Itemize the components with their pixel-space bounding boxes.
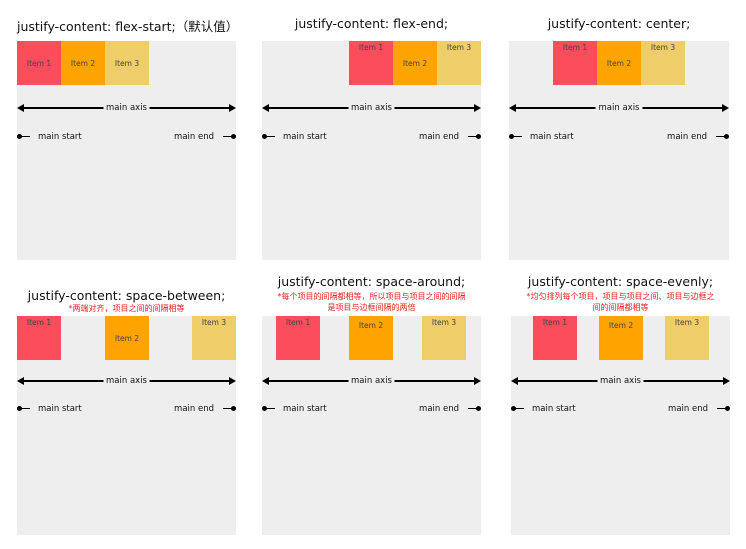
item-1: Item 1 (276, 316, 320, 360)
item-1: Item 1 (553, 41, 597, 85)
main-end-label: main end (174, 403, 214, 414)
main-start-tick (513, 136, 522, 138)
panel-title: justify-content: center; (547, 16, 691, 31)
panel-title: justify-content: space-around; (277, 274, 466, 289)
main-end-tick (468, 136, 477, 138)
arrow-left-icon (509, 104, 516, 112)
main-start-label: main start (38, 131, 82, 142)
main-start-dot-icon (509, 134, 514, 139)
arrow-left-icon (511, 377, 518, 385)
main-start-dot-icon (262, 134, 267, 139)
item-3: Item 3 (192, 316, 236, 360)
panel-space-around: justify-content: space-around; *每个项目的间隔都… (262, 274, 481, 535)
panel-flex-start: justify-content: flex-start;（默认值） Item 1… (17, 16, 239, 260)
main-end-label: main end (668, 403, 708, 414)
main-start-label: main start (283, 131, 327, 142)
item-2: Item 2 (105, 316, 149, 360)
main-end-dot-icon (476, 134, 481, 139)
item-2: Item 2 (597, 41, 641, 85)
arrow-right-icon (723, 377, 730, 385)
item-2: Item 2 (61, 41, 105, 85)
flex-container: Item 1 Item 2 Item 3 main axis main star… (262, 316, 481, 535)
main-start-label: main start (38, 403, 82, 414)
main-axis-label: main axis (595, 103, 643, 113)
main-axis-label: main axis (348, 376, 395, 386)
main-end-dot-icon (724, 134, 729, 139)
main-start-tick (266, 408, 275, 410)
item-1: Item 1 (349, 41, 393, 85)
main-axis: main axis (511, 376, 730, 386)
item-3: Item 3 (105, 41, 149, 85)
item-2: Item 2 (393, 41, 437, 85)
arrow-left-icon (262, 104, 269, 112)
main-end-tick (468, 408, 477, 410)
flex-container: Item 1 Item 2 Item 3 main axis main star… (509, 41, 729, 260)
main-start-dot-icon (511, 406, 516, 411)
flex-container: Item 1 Item 2 Item 3 main axis main star… (262, 41, 481, 260)
item-2: Item 2 (349, 316, 393, 360)
panel-note: *每个项目的间隔都相等，所以项目与项目之间的间隔是项目与边框间隔的两倍 (277, 292, 466, 312)
main-end-label: main end (667, 131, 707, 142)
main-start-tick (21, 136, 30, 138)
item-3: Item 3 (422, 316, 466, 360)
main-axis: main axis (262, 376, 481, 386)
panel-title: justify-content: flex-end; (294, 16, 449, 31)
panel-center: justify-content: center; Item 1 Item 2 I… (509, 16, 729, 260)
main-axis-label: main axis (597, 376, 644, 386)
item-2: Item 2 (599, 316, 643, 360)
item-3: Item 3 (641, 41, 685, 85)
item-3: Item 3 (437, 41, 481, 85)
main-axis-label: main axis (103, 103, 150, 113)
main-end-dot-icon (725, 406, 730, 411)
flex-container: Item 1 Item 2 Item 3 main axis main star… (17, 316, 236, 535)
main-end-label: main end (174, 131, 214, 142)
arrow-right-icon (229, 377, 236, 385)
main-end-tick (716, 136, 725, 138)
main-end-tick (717, 408, 726, 410)
arrow-right-icon (474, 377, 481, 385)
panel-space-evenly: justify-content: space-evenly; *均匀排列每个项目… (511, 274, 730, 535)
arrow-right-icon (229, 104, 236, 112)
main-end-dot-icon (476, 406, 481, 411)
arrow-left-icon (17, 377, 24, 385)
panel-note: *均匀排列每个项目，项目与项目之间、项目与边框之间的间隔都相等 (526, 292, 715, 312)
main-start-label: main start (532, 403, 576, 414)
flex-container: Item 1 Item 2 Item 3 main axis main star… (511, 316, 730, 535)
arrow-right-icon (474, 104, 481, 112)
main-axis: main axis (509, 103, 729, 113)
main-end-dot-icon (231, 406, 236, 411)
item-3: Item 3 (665, 316, 709, 360)
main-start-label: main start (530, 131, 574, 142)
main-axis-label: main axis (348, 103, 395, 113)
main-start-dot-icon (262, 406, 267, 411)
main-start-tick (21, 408, 30, 410)
arrow-left-icon (17, 104, 24, 112)
main-end-tick (223, 136, 232, 138)
arrow-right-icon (722, 104, 729, 112)
main-axis: main axis (17, 103, 236, 113)
main-end-tick (223, 408, 232, 410)
main-end-label: main end (419, 403, 459, 414)
item-1: Item 1 (533, 316, 577, 360)
main-start-tick (266, 136, 275, 138)
panel-title: justify-content: space-evenly; (527, 274, 714, 289)
main-axis: main axis (262, 103, 481, 113)
item-1: Item 1 (17, 316, 61, 360)
arrow-left-icon (262, 377, 269, 385)
main-axis-label: main axis (103, 376, 150, 386)
flex-container: Item 1 Item 2 Item 3 main axis main star… (17, 41, 236, 260)
panel-title: justify-content: flex-start;（默认值） (17, 19, 239, 34)
main-start-dot-icon (17, 134, 22, 139)
panel-space-between: justify-content: space-between; *两端对齐，项目… (17, 288, 236, 535)
panel-note: *两端对齐，项目之间的间隔相等 (68, 304, 185, 313)
main-start-tick (515, 408, 524, 410)
item-1: Item 1 (17, 41, 61, 85)
main-start-label: main start (283, 403, 327, 414)
main-axis: main axis (17, 376, 236, 386)
panel-title: justify-content: space-between; (27, 288, 226, 303)
main-end-dot-icon (231, 134, 236, 139)
panel-flex-end: justify-content: flex-end; Item 1 Item 2… (262, 16, 481, 260)
main-start-dot-icon (17, 406, 22, 411)
main-end-label: main end (419, 131, 459, 142)
